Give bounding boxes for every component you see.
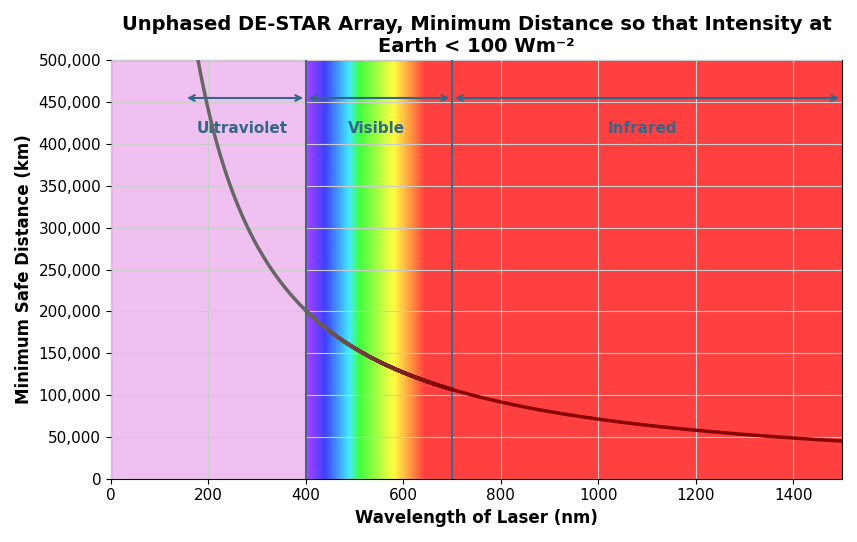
Text: Ultraviolet: Ultraviolet — [197, 121, 288, 137]
X-axis label: Wavelength of Laser (nm): Wavelength of Laser (nm) — [355, 509, 598, 527]
Bar — [452, 60, 842, 479]
Text: Infrared: Infrared — [608, 121, 677, 137]
Text: Visible: Visible — [348, 121, 405, 137]
Title: Unphased DE-STAR Array, Minimum Distance so that Intensity at
Earth < 100 Wm⁻²: Unphased DE-STAR Array, Minimum Distance… — [122, 15, 831, 56]
Y-axis label: Minimum Safe Distance (km): Minimum Safe Distance (km) — [15, 134, 33, 404]
Bar — [111, 60, 306, 479]
